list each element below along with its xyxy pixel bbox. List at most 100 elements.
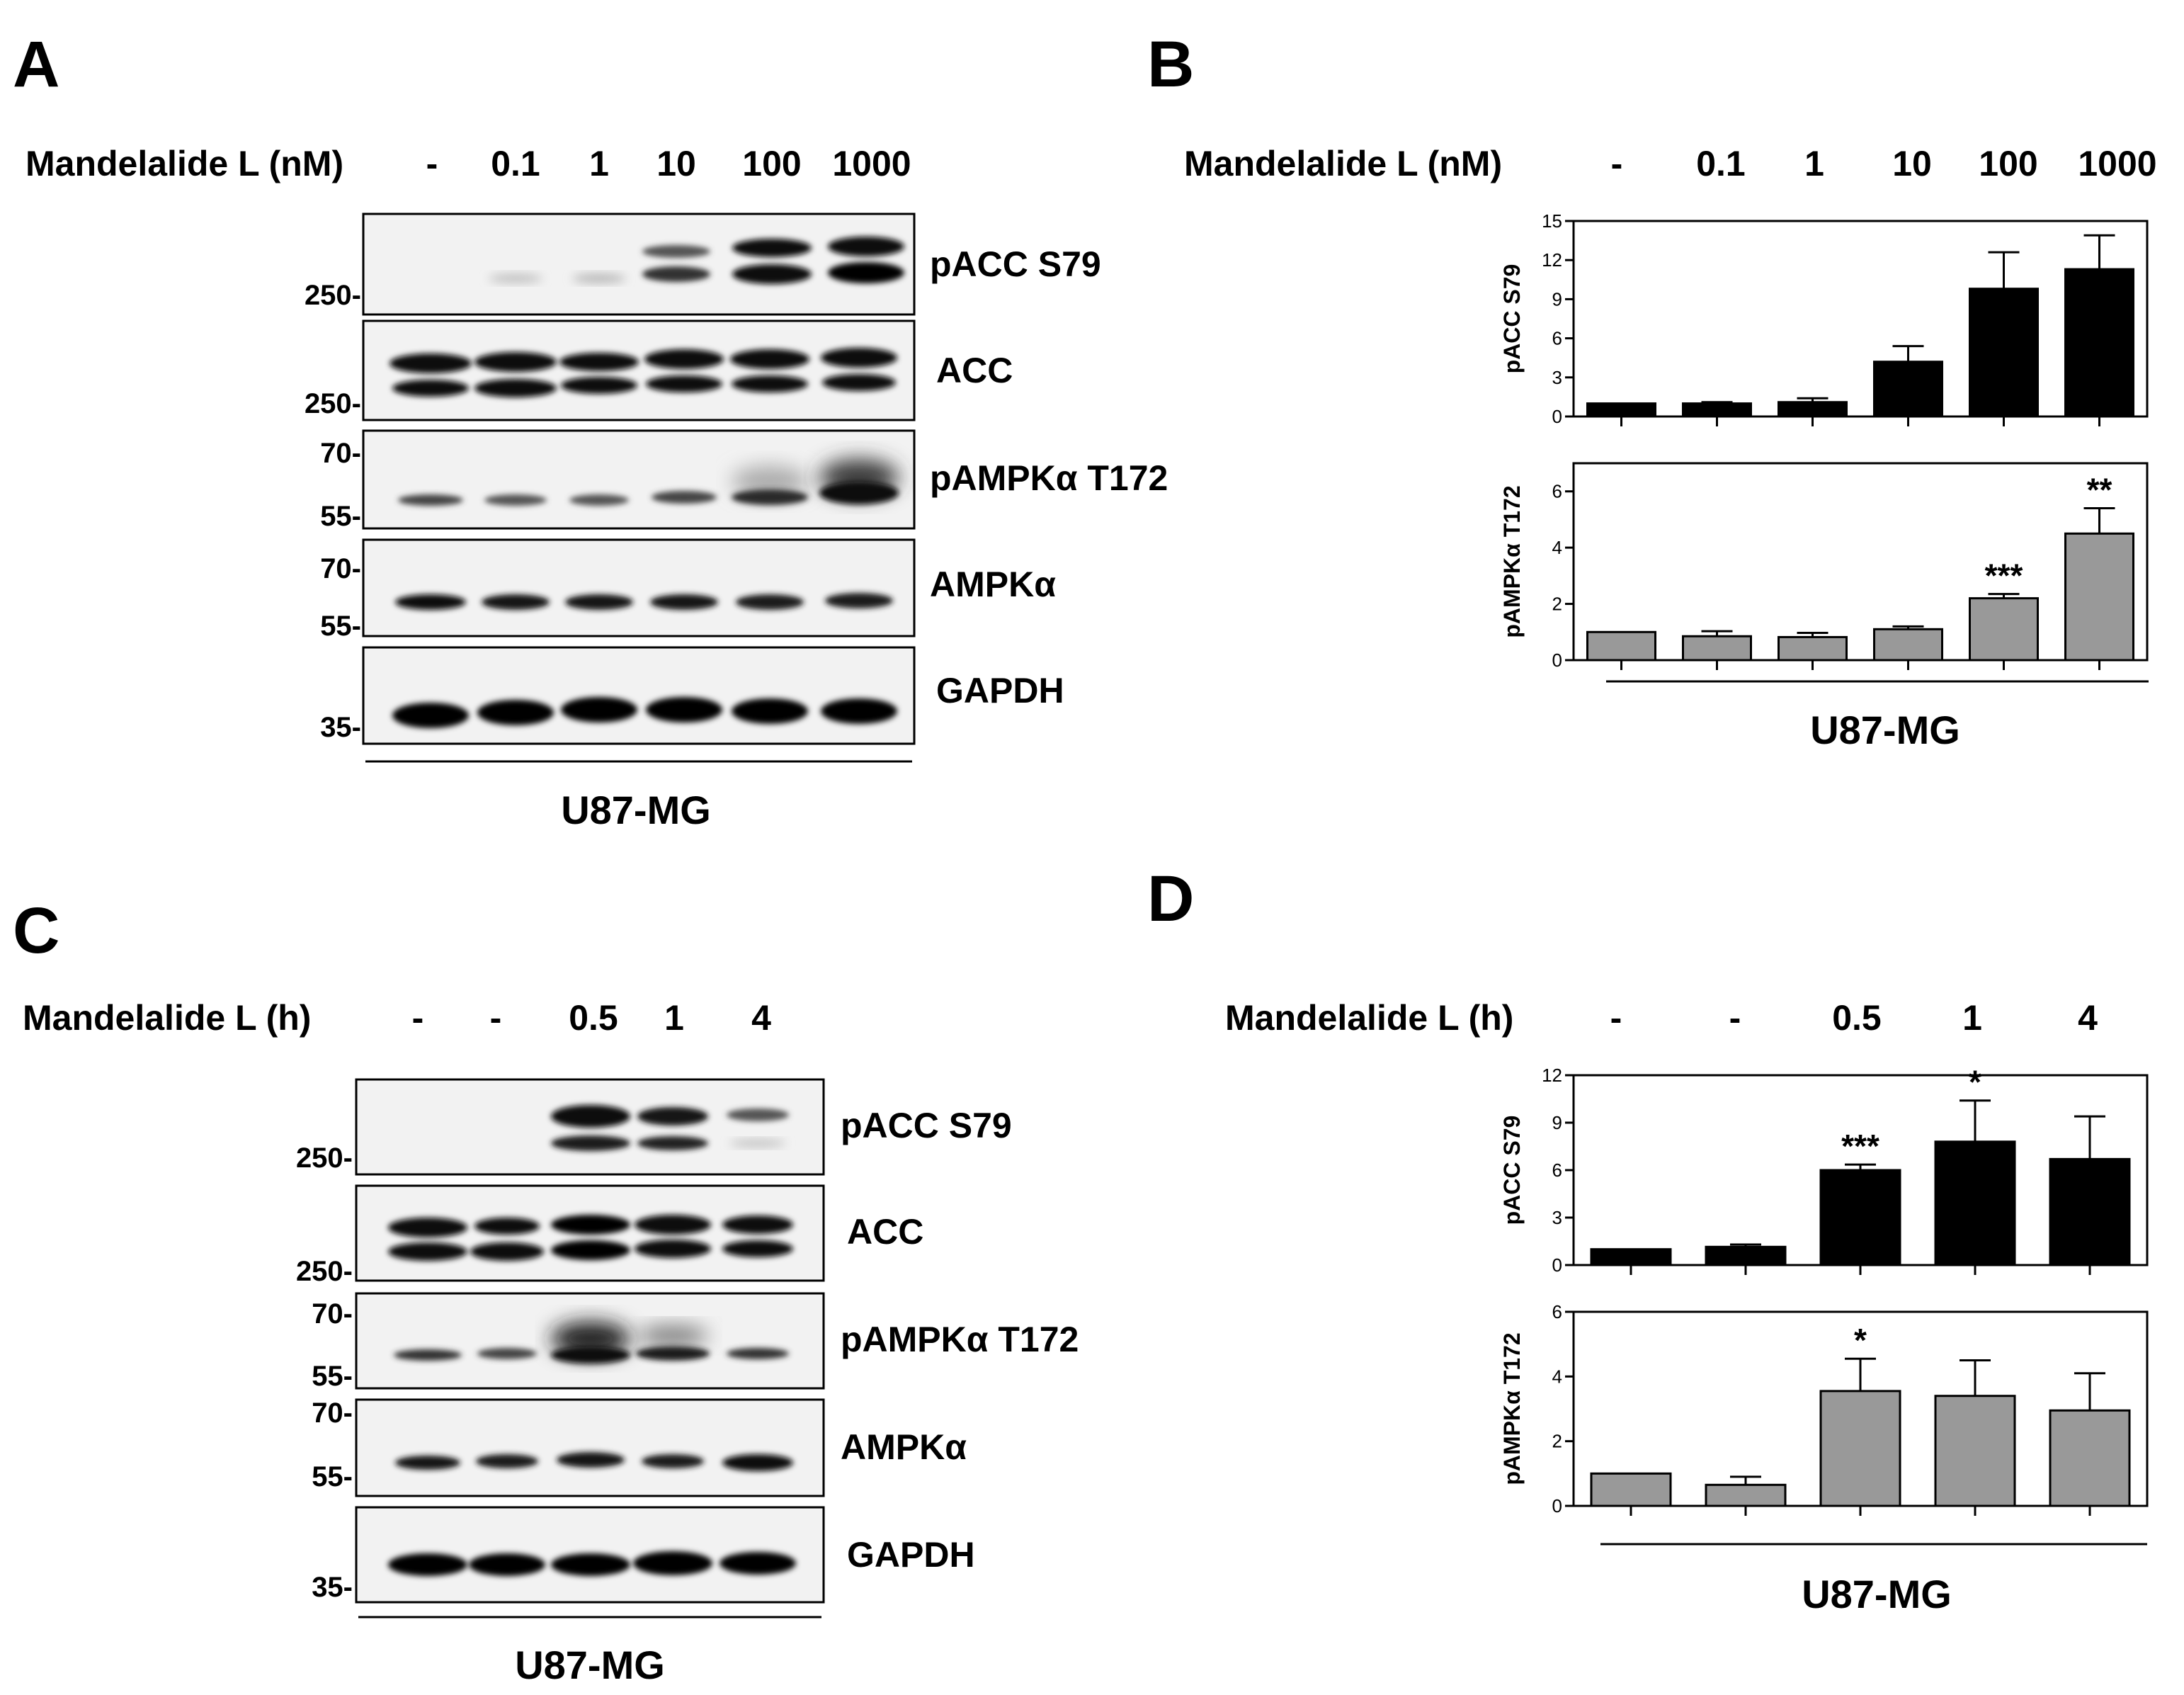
panel-b: B Mandelalide L (nM) - 0.1 1 10 100 1000… <box>1147 28 2157 752</box>
y-tick-label: 6 <box>1552 1160 1562 1181</box>
bar <box>1682 402 1752 418</box>
band <box>551 1135 630 1151</box>
blot-label: ACC <box>847 1212 923 1252</box>
mw-marker: 35- <box>312 1572 353 1603</box>
bar <box>1590 1472 1672 1507</box>
lane-label: 0.5 <box>569 998 618 1038</box>
band <box>489 274 542 283</box>
band <box>388 1553 467 1576</box>
mw-marker: 55- <box>320 611 361 642</box>
chart-d-pampk: 0 2 4 6 pAMPKα T172 * <box>1499 1301 2149 1517</box>
bar <box>1705 1245 1787 1266</box>
blot-bands <box>388 1215 793 1261</box>
plot-frame <box>1572 462 2149 662</box>
band <box>561 697 637 722</box>
panel-c-lane-labels: - - 0.5 1 4 <box>412 998 771 1038</box>
bar <box>2064 532 2134 662</box>
band <box>469 1553 545 1576</box>
lane-label: - <box>490 998 502 1038</box>
panel-d-treatment-label: Mandelalide L (h) <box>1225 998 1513 1038</box>
blot-label: ACC <box>936 351 1013 390</box>
blot-frame <box>362 646 916 745</box>
band <box>551 1322 630 1356</box>
bar <box>1586 630 1656 662</box>
panel-a-letter: A <box>13 28 59 101</box>
lane-label: 10 <box>1892 144 1932 183</box>
bar <box>1586 402 1656 418</box>
lane-label: 100 <box>1979 144 2037 183</box>
blot-label: pACC S79 <box>930 244 1101 284</box>
mw-marker: 70- <box>312 1298 353 1330</box>
blot-a-pampk: pAMPKα T172 70- 55- <box>320 429 1168 532</box>
cell-line-label: U87-MG <box>1802 1572 1952 1616</box>
band <box>642 1454 704 1468</box>
band <box>474 1218 540 1235</box>
lane-label: 10 <box>656 144 696 183</box>
band <box>394 1349 462 1361</box>
band <box>732 489 808 505</box>
bar <box>2064 268 2134 418</box>
band <box>819 482 899 504</box>
significance-label: ** <box>2087 472 2112 509</box>
y-tick-label: 4 <box>1552 537 1562 558</box>
bar <box>1778 635 1848 662</box>
band <box>729 1140 786 1147</box>
band <box>722 1454 793 1471</box>
y-tick-label: 0 <box>1552 1254 1562 1276</box>
band <box>646 375 722 392</box>
bar <box>1873 361 1943 418</box>
panel-b-letter: B <box>1147 28 1194 101</box>
blot-bands <box>398 459 899 506</box>
y-tick-label: 3 <box>1552 1207 1562 1228</box>
panel-d: D Mandelalide L (h) - - 0.5 1 4 036912pA… <box>1147 863 2149 1616</box>
lane-label: 0.1 <box>491 144 540 183</box>
lane-label: - <box>1610 998 1622 1038</box>
band <box>821 698 897 724</box>
band <box>398 494 463 506</box>
significance-label: *** <box>1985 557 2023 594</box>
band <box>551 1347 630 1364</box>
band <box>825 593 893 608</box>
blot-label: AMPKα <box>841 1427 967 1467</box>
bar <box>1778 401 1848 418</box>
lane-label: 0.5 <box>1832 998 1882 1038</box>
blot-label: pACC S79 <box>841 1106 1012 1145</box>
band <box>484 494 547 506</box>
band <box>732 698 808 724</box>
band <box>474 379 557 397</box>
band <box>642 245 710 258</box>
bar <box>1682 635 1752 662</box>
blot-frame <box>362 538 916 637</box>
y-tick-label: 4 <box>1552 1366 1562 1387</box>
panel-c: C Mandelalide L (h) - - 0.5 1 4 pACC S79… <box>13 895 1079 1687</box>
band <box>388 1242 467 1261</box>
band <box>389 353 472 373</box>
blot-bands <box>395 593 893 610</box>
lane-label: 1000 <box>832 144 911 183</box>
cell-line-label: U87-MG <box>1810 708 1960 752</box>
y-tick-label: 15 <box>1542 210 1562 232</box>
band <box>395 594 466 610</box>
panel-d-letter: D <box>1147 863 1194 935</box>
blot-bands <box>395 1452 793 1471</box>
blot-frame <box>362 212 916 316</box>
band <box>569 494 629 506</box>
panel-b-lane-labels: - 0.1 1 10 100 1000 <box>1611 144 2157 183</box>
lane-label: - <box>412 998 424 1038</box>
y-axis-label: pACC S79 <box>1499 264 1525 374</box>
band <box>470 1242 544 1261</box>
band <box>559 353 639 371</box>
band <box>637 1136 708 1150</box>
significance-label: * <box>1969 1064 1981 1101</box>
blot-label: GAPDH <box>847 1535 975 1575</box>
band <box>572 274 626 283</box>
y-axis-label: pACC S79 <box>1499 1116 1525 1225</box>
y-tick-label: 2 <box>1552 594 1562 615</box>
blot-bands <box>551 1105 789 1151</box>
cell-line-label: U87-MG <box>561 788 711 832</box>
mw-marker: 250- <box>296 1256 353 1287</box>
lane-label: - <box>1611 144 1623 183</box>
lane-label: 4 <box>2078 998 2098 1038</box>
